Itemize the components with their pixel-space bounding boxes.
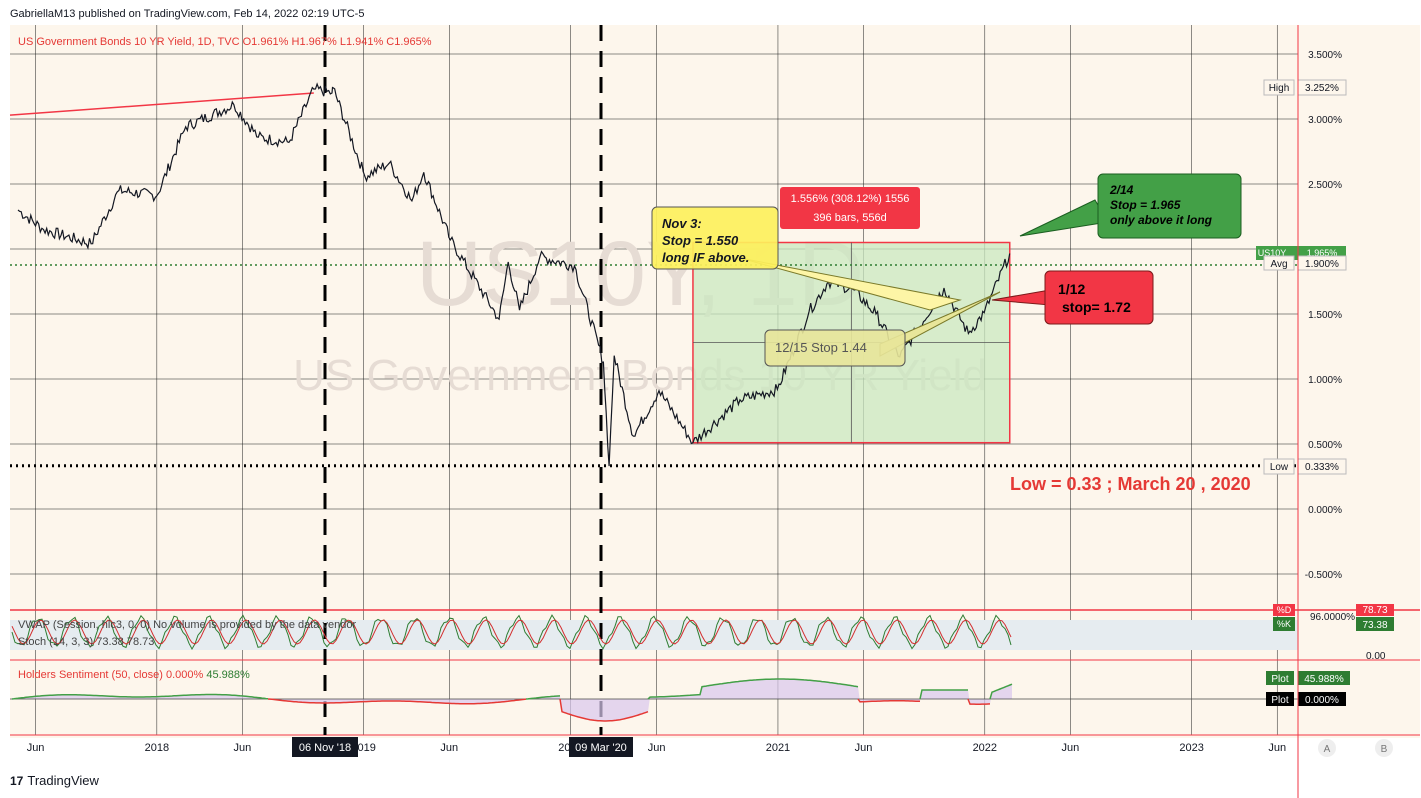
tradingview-brand-label: TradingView bbox=[27, 773, 99, 788]
stoch-d-tag-box bbox=[1273, 604, 1295, 616]
x-tick-label: Jun bbox=[855, 742, 873, 754]
x-marker-2-box bbox=[569, 737, 633, 757]
callout-nov3-pointer bbox=[739, 257, 962, 311]
high-value: 3.252% bbox=[1305, 83, 1339, 94]
stoch-d-line bbox=[11, 619, 1012, 645]
x-tick-label: Jun bbox=[1268, 742, 1286, 754]
sentiment-title[interactable]: Holders Sentiment (50, close) 0.000% 45.… bbox=[18, 669, 250, 681]
y-tick-label: 1.500% bbox=[1308, 310, 1342, 321]
y-tick-label: 3.500% bbox=[1308, 50, 1342, 61]
low-value: 0.333% bbox=[1305, 462, 1339, 473]
note-feb14-line1: 2/14 bbox=[1109, 183, 1134, 197]
stoch-title2[interactable]: Stoch (14, 3, 3) 73.38 78.73 bbox=[18, 636, 154, 648]
note-nov3-line2: Stop = 1.550 bbox=[662, 233, 739, 248]
stoch-d-value-box bbox=[1356, 604, 1394, 616]
x-tick-label: Jun bbox=[234, 742, 252, 754]
stoch-axis-bottom: 0.00 bbox=[1366, 651, 1386, 662]
x-marker-1-box bbox=[292, 737, 358, 757]
sentiment-plot-tag-pos: Plot bbox=[1271, 674, 1288, 685]
sentiment-fill bbox=[12, 679, 1012, 721]
note-feb14-line2: Stop = 1.965 bbox=[1110, 198, 1181, 212]
sentiment-positive-line bbox=[11, 678, 1013, 700]
sentiment-value-pos: 45.988% bbox=[1304, 674, 1344, 685]
last-value: 1.965% bbox=[1307, 248, 1338, 258]
stoch-k-value: 73.38 bbox=[1362, 620, 1387, 631]
symbol-legend[interactable]: US Government Bonds 10 YR Yield, 1D, TVC… bbox=[18, 36, 432, 48]
x-tick-label: Jun bbox=[27, 742, 45, 754]
measure-line1: 1.556% (308.12%) 1556 bbox=[791, 193, 910, 205]
note-nov3-line3: long IF above. bbox=[662, 250, 749, 265]
scale-button-b[interactable] bbox=[1375, 739, 1393, 757]
scale-button-b-label: B bbox=[1381, 744, 1388, 755]
scale-button-a-label: A bbox=[1324, 744, 1331, 755]
stoch-title[interactable]: VWAP (Session, hlc3, 0, 0) No volume is … bbox=[18, 619, 356, 631]
x-tick-label: 2018 bbox=[145, 742, 169, 754]
stoch-k-line bbox=[11, 613, 1012, 651]
sentiment-value-zero: 0.000% bbox=[1305, 695, 1339, 706]
y-tick-label: 0.000% bbox=[1308, 505, 1342, 516]
stoch-k-tag-box bbox=[1273, 617, 1295, 631]
tradingview-brand[interactable]: 17 TradingView bbox=[10, 773, 99, 788]
note-jan12-line2: stop= 1.72 bbox=[1062, 299, 1131, 315]
note-feb14-line3: only above it long bbox=[1110, 213, 1213, 227]
stoch-d-value: 78.73 bbox=[1362, 605, 1387, 616]
x-marker-1: 06 Nov '18 bbox=[299, 742, 351, 754]
stoch-k-value-box bbox=[1356, 617, 1394, 631]
y-tick-label: 2.500% bbox=[1308, 180, 1342, 191]
x-tick-label: Jun bbox=[440, 742, 458, 754]
note-jan12[interactable] bbox=[1044, 270, 1154, 325]
high-tag-box bbox=[1263, 79, 1295, 96]
note-low: Low = 0.33 ; March 20 , 2020 bbox=[1010, 474, 1251, 494]
high-tag: High bbox=[1269, 83, 1290, 94]
red-trend-line[interactable] bbox=[9, 92, 314, 116]
low-tag: Low bbox=[1270, 462, 1289, 473]
y-tick-label: 1.000% bbox=[1308, 375, 1342, 386]
sentiment-value-zero-box bbox=[1298, 692, 1346, 706]
x-tick-label: 2021 bbox=[766, 742, 790, 754]
x-tick-label: 2023 bbox=[1179, 742, 1203, 754]
x-axis-labels: Jun2018Jun2019Jun2020Jun2021Jun2022Jun20… bbox=[27, 742, 1286, 754]
x-tick-label: Jun bbox=[648, 742, 666, 754]
scale-button-a[interactable] bbox=[1318, 739, 1336, 757]
note-feb14[interactable] bbox=[1097, 173, 1242, 239]
measure-line2: 396 bars, 556d bbox=[813, 212, 886, 224]
chart-background bbox=[10, 25, 1298, 738]
tradingview-logo-icon: 17 bbox=[10, 773, 24, 788]
note-dec15[interactable] bbox=[764, 329, 906, 367]
note-nov3-line1: Nov 3: bbox=[662, 216, 702, 231]
stoch-axis-top: 96.0000% bbox=[1310, 612, 1355, 623]
publisher-header: GabriellaM13 published on TradingView.co… bbox=[10, 8, 365, 20]
sentiment-plot-tag-pos-box bbox=[1266, 671, 1294, 685]
x-tick-label: Jun bbox=[1062, 742, 1080, 754]
last-tag: US10Y bbox=[1258, 248, 1287, 258]
avg-tag: Avg bbox=[1270, 259, 1287, 270]
x-marker-2: 09 Mar '20 bbox=[575, 742, 627, 754]
sentiment-plot-tag-zero-box bbox=[1266, 692, 1294, 706]
measure-label[interactable] bbox=[780, 187, 920, 229]
sentiment-value-pos-box bbox=[1298, 671, 1350, 685]
y-tick-label: 3.000% bbox=[1308, 115, 1342, 126]
avg-value: 1.900% bbox=[1305, 259, 1339, 270]
price-series-line bbox=[17, 82, 1011, 467]
low-tag-box bbox=[1263, 458, 1295, 475]
note-dec15-text: 12/15 Stop 1.44 bbox=[775, 340, 867, 355]
stoch-k-tag: %K bbox=[1277, 619, 1291, 629]
note-nov3[interactable] bbox=[651, 206, 779, 270]
y-tick-label: 0.500% bbox=[1308, 440, 1342, 451]
sentiment-plot-tag-zero: Plot bbox=[1271, 695, 1288, 706]
y-tick-label: -0.500% bbox=[1305, 570, 1342, 581]
note-jan12-line1: 1/12 bbox=[1058, 281, 1085, 297]
x-tick-label: 2022 bbox=[973, 742, 997, 754]
stoch-d-tag: %D bbox=[1277, 605, 1292, 615]
avg-tag-box bbox=[1263, 255, 1295, 271]
stoch-panel-band bbox=[10, 620, 1298, 650]
